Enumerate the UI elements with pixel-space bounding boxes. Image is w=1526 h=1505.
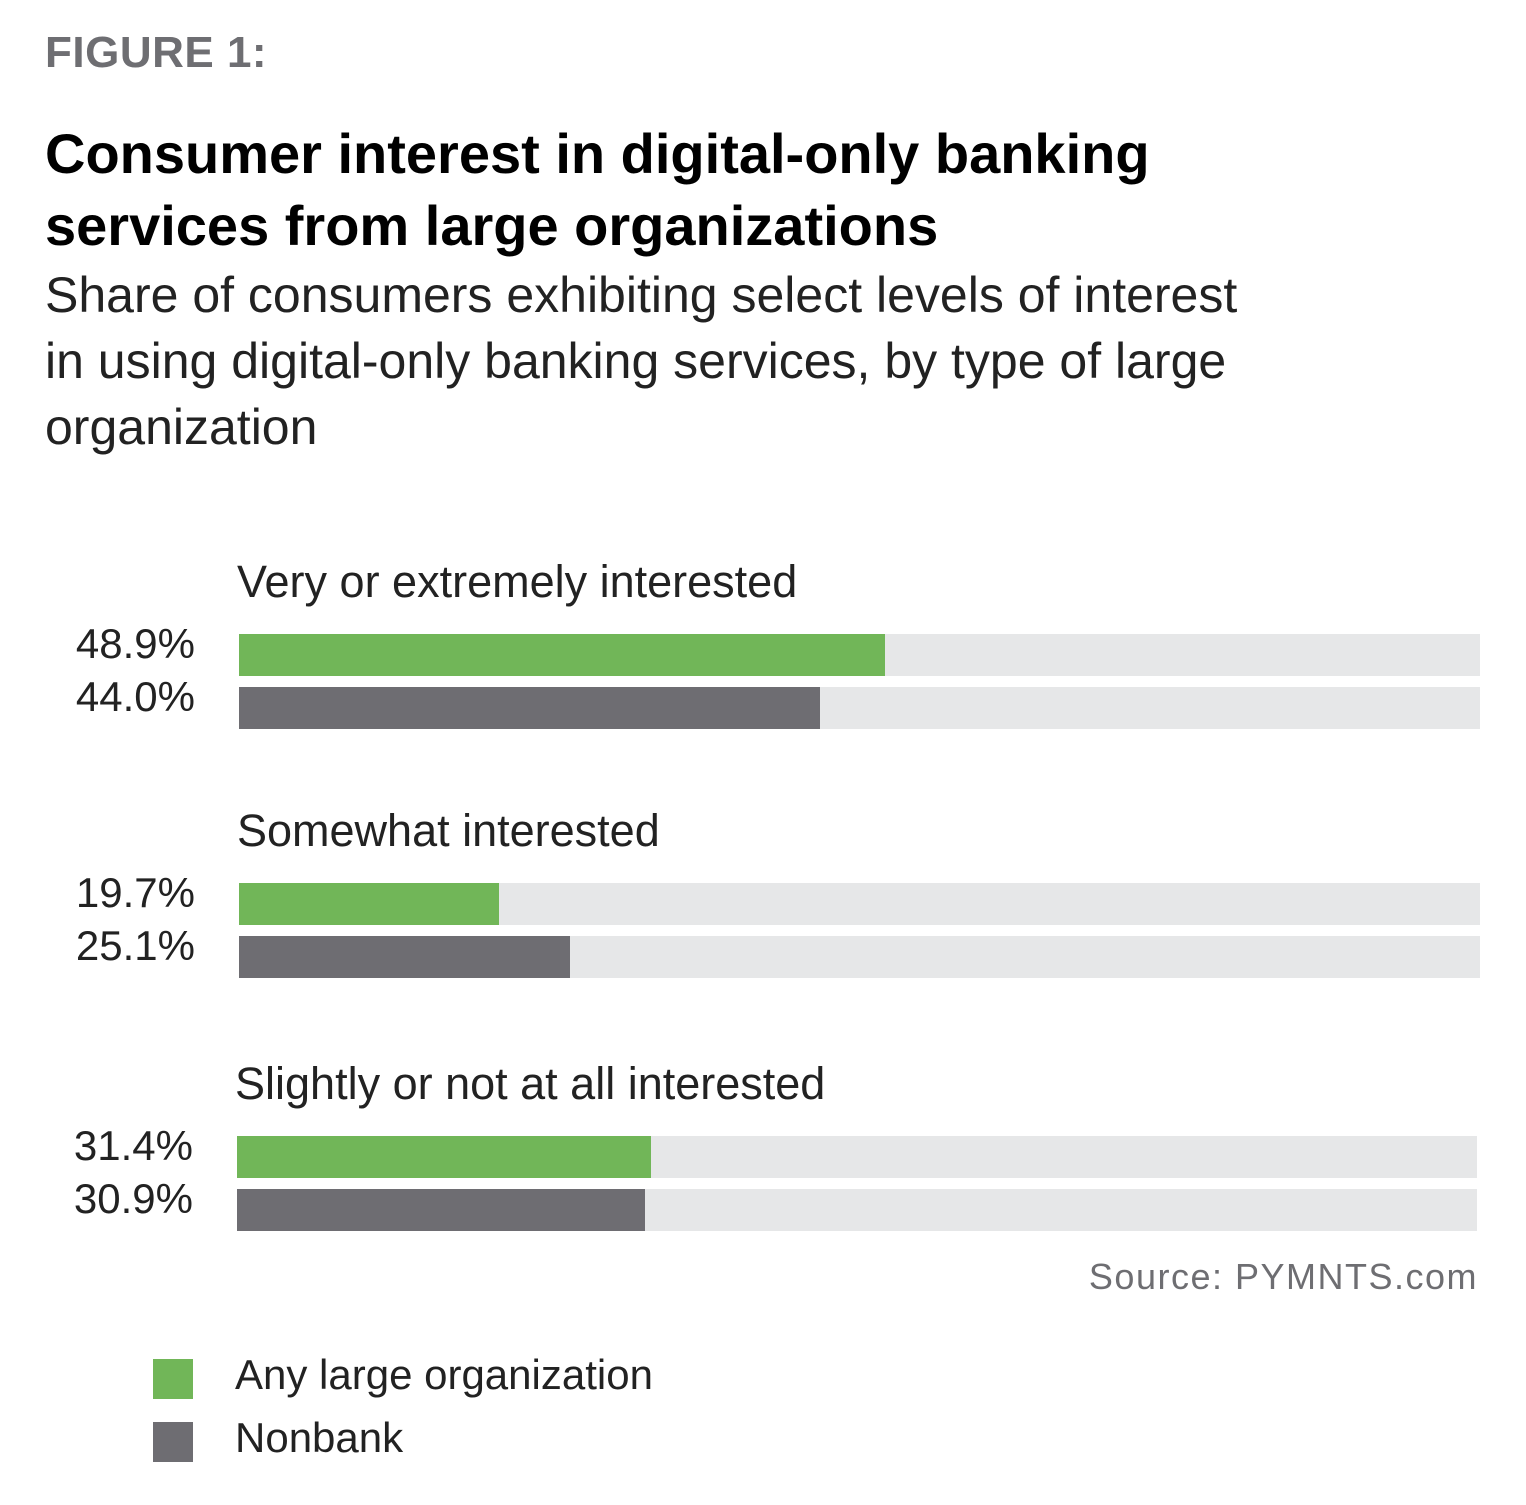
- legend-label-any-large-organization: Any large organization: [235, 1351, 653, 1398]
- chart-subtitle: Share of consumers exhibiting select lev…: [45, 267, 1238, 455]
- legend-label-nonbank: Nonbank: [235, 1414, 404, 1461]
- bar: [239, 634, 885, 676]
- value-label: 44.0%: [75, 673, 195, 720]
- bar: [237, 1189, 645, 1231]
- bar-track: [239, 936, 1480, 978]
- value-label: 48.9%: [75, 620, 195, 667]
- figure-label: FIGURE 1:: [45, 28, 268, 77]
- source-note: Source: PYMNTS.com: [1088, 1256, 1478, 1297]
- bar: [239, 883, 500, 925]
- bar-track: [237, 1189, 1477, 1231]
- value-label: 31.4%: [73, 1122, 193, 1169]
- bar-track: [237, 1136, 1477, 1178]
- bar-track: [239, 634, 1480, 676]
- category-label: Slightly or not at all interested: [235, 1058, 826, 1109]
- bar-track: [239, 687, 1480, 729]
- legend-swatch-any-large-organization: [153, 1359, 193, 1399]
- value-label: 25.1%: [75, 922, 195, 969]
- legend-swatch-nonbank: [153, 1422, 193, 1462]
- category-label: Very or extremely interested: [237, 556, 798, 607]
- bar: [239, 936, 571, 978]
- chart-title: Consumer interest in digital-only bankin…: [45, 122, 1150, 257]
- value-label: 30.9%: [73, 1175, 193, 1222]
- bar-track: [239, 883, 1480, 925]
- value-label: 19.7%: [75, 869, 195, 916]
- category-label: Somewhat interested: [237, 805, 660, 856]
- bar: [239, 687, 820, 729]
- bar: [237, 1136, 652, 1178]
